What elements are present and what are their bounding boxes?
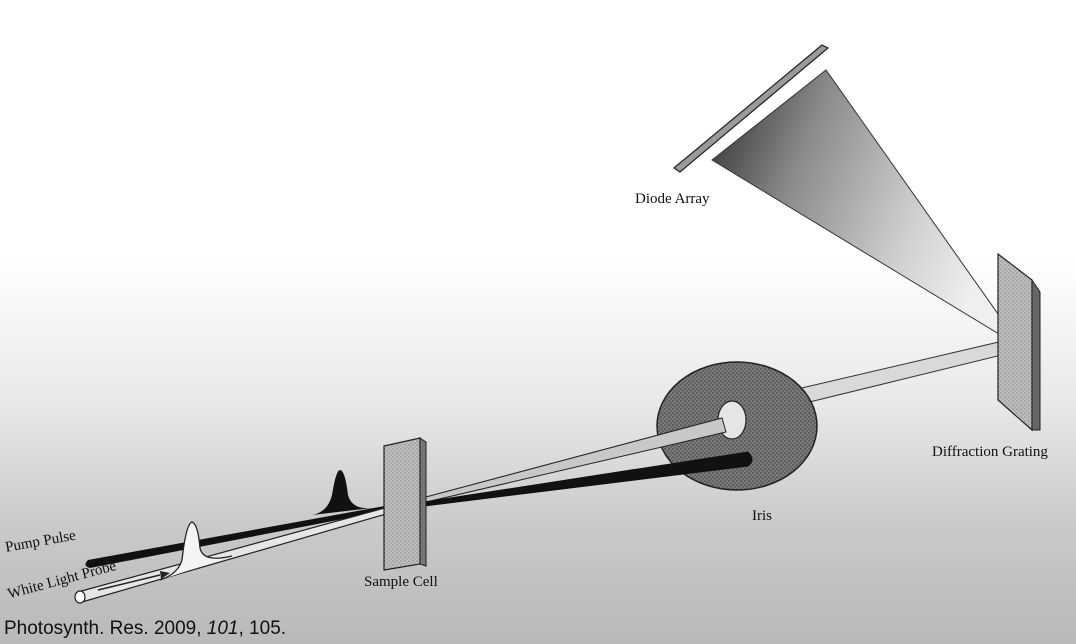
iris <box>656 361 818 491</box>
pump-beam <box>85 505 390 568</box>
citation-page: , 105. <box>238 618 287 639</box>
citation-journal: Photosynth. Res. 2009, <box>4 618 202 639</box>
diode-array-label: Diode Array <box>635 191 710 207</box>
citation: Photosynth. Res. 2009, 101, 105. <box>4 618 286 640</box>
probe-pulse-envelope <box>159 521 233 581</box>
diffraction-grating <box>997 252 1041 432</box>
sample-cell-label: Sample Cell <box>364 574 438 590</box>
iris-label: Iris <box>752 508 772 524</box>
dispersed-spectrum-fan <box>711 69 1023 349</box>
diffraction-grating-label: Diffraction Grating <box>932 444 1048 460</box>
sample-cell <box>383 437 427 571</box>
diode-array <box>672 44 830 173</box>
citation-volume: 101 <box>206 618 239 639</box>
pump-beam-after-sample <box>391 451 753 511</box>
pump-pulse-envelope <box>312 470 372 515</box>
